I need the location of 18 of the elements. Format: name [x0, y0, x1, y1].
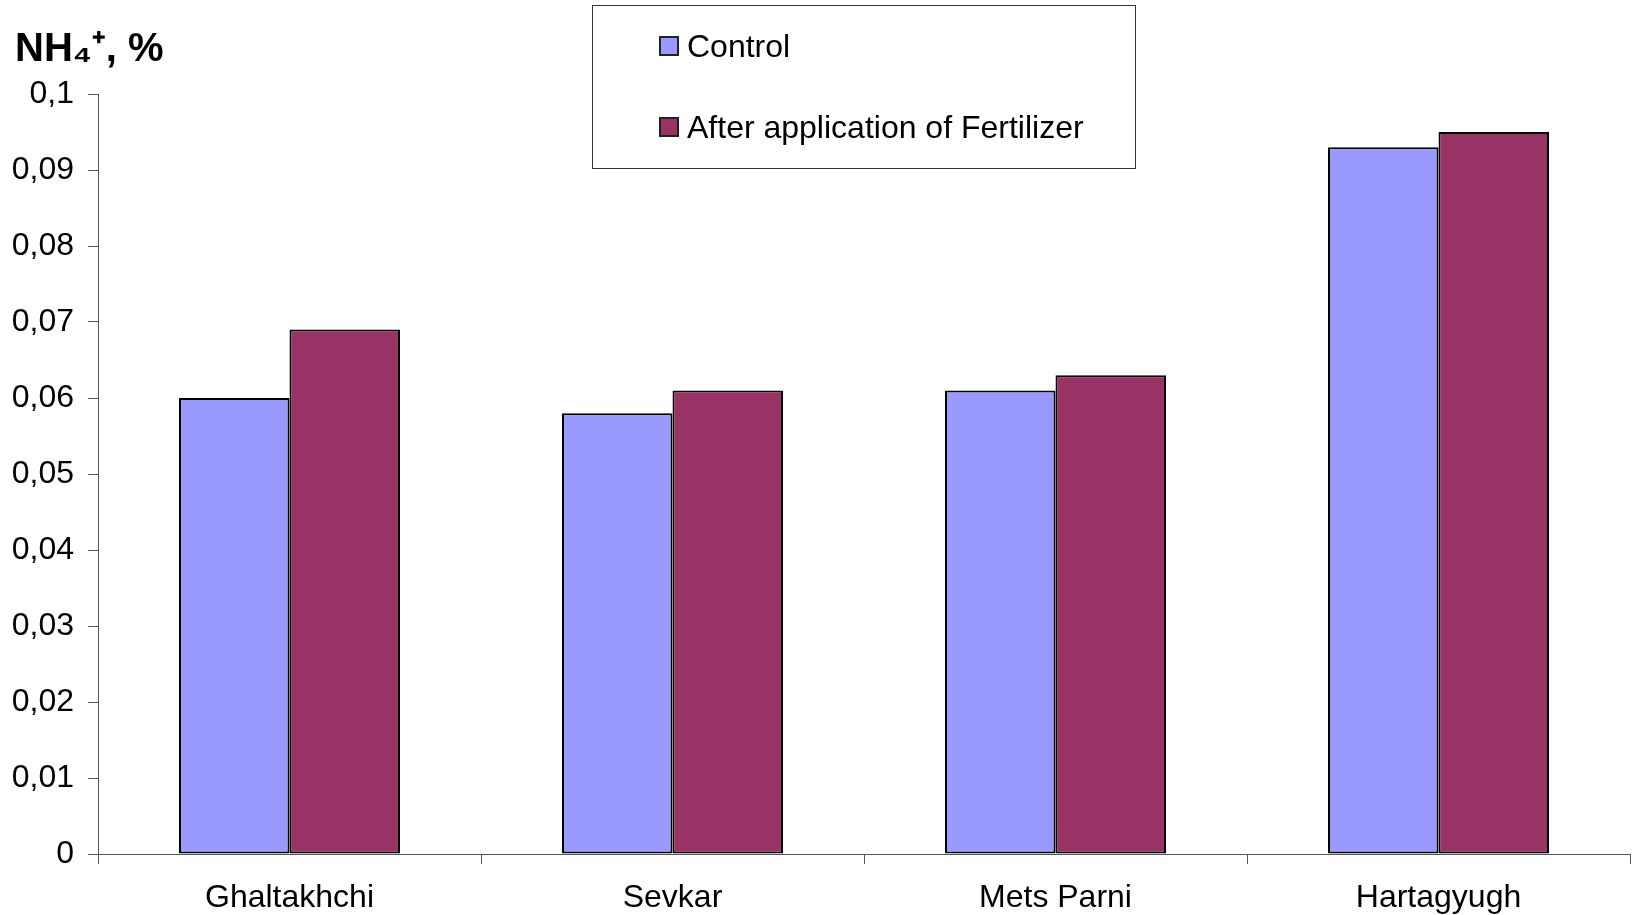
legend-label: Control [687, 27, 791, 65]
y-tick-label: 0,02 [11, 681, 74, 718]
y-tick-label: 0,06 [11, 377, 74, 414]
y-tick-label: 0,04 [11, 529, 74, 566]
x-tick-label: Mets Parni [979, 878, 1132, 915]
y-tick-label: 0,05 [11, 453, 74, 490]
y-tick-label: 0,07 [11, 301, 74, 338]
y-tick-label: 0,08 [11, 225, 74, 262]
x-tick-label: Hartagyugh [1355, 878, 1522, 915]
x-tick-label: Sevkar [622, 878, 723, 915]
x-tick-label: Ghaltakhchi [205, 878, 374, 915]
y-tick-label: 0 [56, 833, 74, 870]
legend-label: After application of Fertilizer [687, 108, 1084, 146]
y-tick-label: 0,01 [11, 757, 74, 794]
y-tick-label: 0,1 [29, 73, 74, 110]
y-axis-title: NH₄⁺, % [15, 25, 164, 69]
y-tick-label: 0,03 [11, 605, 74, 642]
y-tick-label: 0,09 [11, 149, 74, 186]
